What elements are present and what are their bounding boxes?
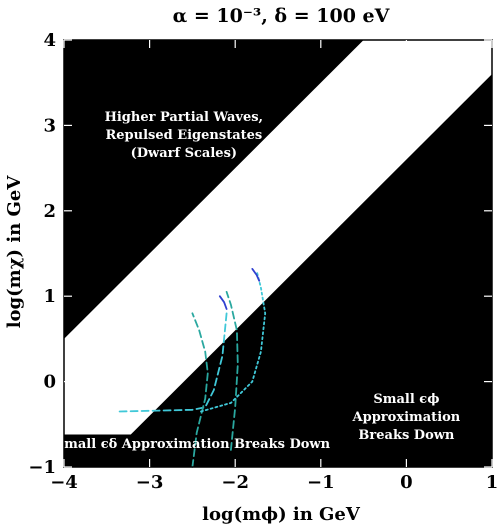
y-tick-label: −1 — [28, 457, 56, 478]
y-tick-label: 4 — [43, 30, 56, 51]
x-tick-label: −3 — [136, 472, 164, 493]
upper-left-region — [64, 40, 364, 339]
lower-right-region-label: Small ϵϕ Approximation Breaks Down — [352, 392, 461, 443]
y-tick-label: 1 — [43, 286, 56, 307]
bottom-strip-region-label: Small ϵδ Approximation Breaks Down — [55, 437, 331, 452]
x-tick-label: 1 — [486, 472, 499, 493]
series-line-1 — [118, 312, 228, 413]
y-tick-label: 0 — [43, 372, 56, 393]
series-line-6 — [251, 268, 261, 282]
x-tick-label: −1 — [307, 472, 335, 493]
x-tick-label: 0 — [400, 472, 413, 493]
series-line-5 — [218, 295, 228, 310]
series-line-3 — [225, 291, 239, 451]
upper-left-region-label: Higher Partial Waves, Repulsed Eigenstate… — [105, 110, 264, 161]
series-line-4 — [200, 269, 267, 413]
y-axis-label: log(mχ) in GeV — [4, 175, 25, 329]
y-tick-label: 3 — [43, 115, 56, 136]
chart-title: α = 10⁻³, δ = 100 eV — [173, 5, 391, 27]
plot-frame — [63, 39, 493, 468]
series-line-2 — [191, 312, 209, 468]
bottom-strip-region — [64, 434, 492, 467]
x-tick-label: −4 — [50, 472, 78, 493]
y-tick-label: 2 — [43, 201, 56, 222]
x-axis-label: log(mϕ) in GeV — [202, 504, 361, 525]
x-tick-label: −2 — [221, 472, 249, 493]
lower-right-region — [98, 74, 493, 467]
